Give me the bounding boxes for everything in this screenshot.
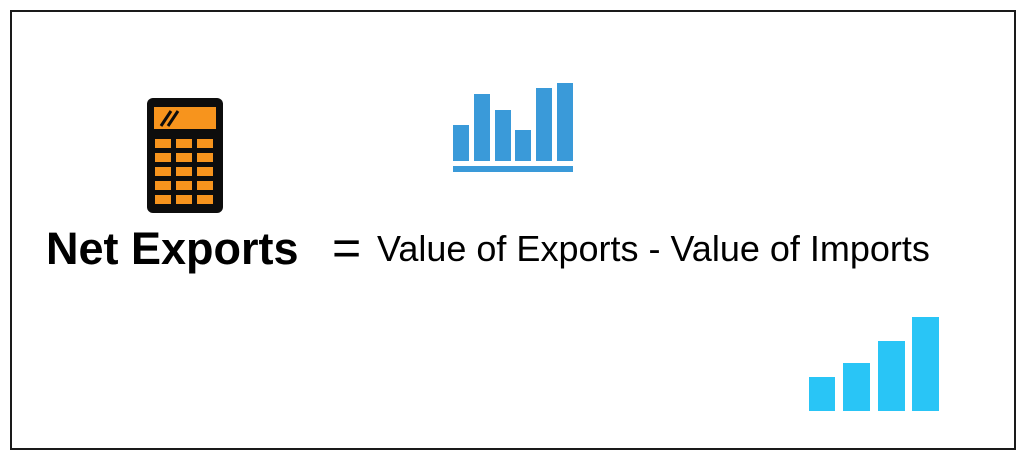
formula-lhs: Net Exports (46, 223, 299, 274)
equals-sign: = (332, 220, 362, 276)
bar-chart-icon (453, 83, 573, 172)
net-exports-formula: Net Exports = Value of Exports - Value o… (46, 220, 1006, 280)
rising-bars-icon (809, 317, 939, 411)
formula-rhs: Value of Exports - Value of Imports (377, 228, 930, 269)
calculator-icon (147, 98, 223, 213)
